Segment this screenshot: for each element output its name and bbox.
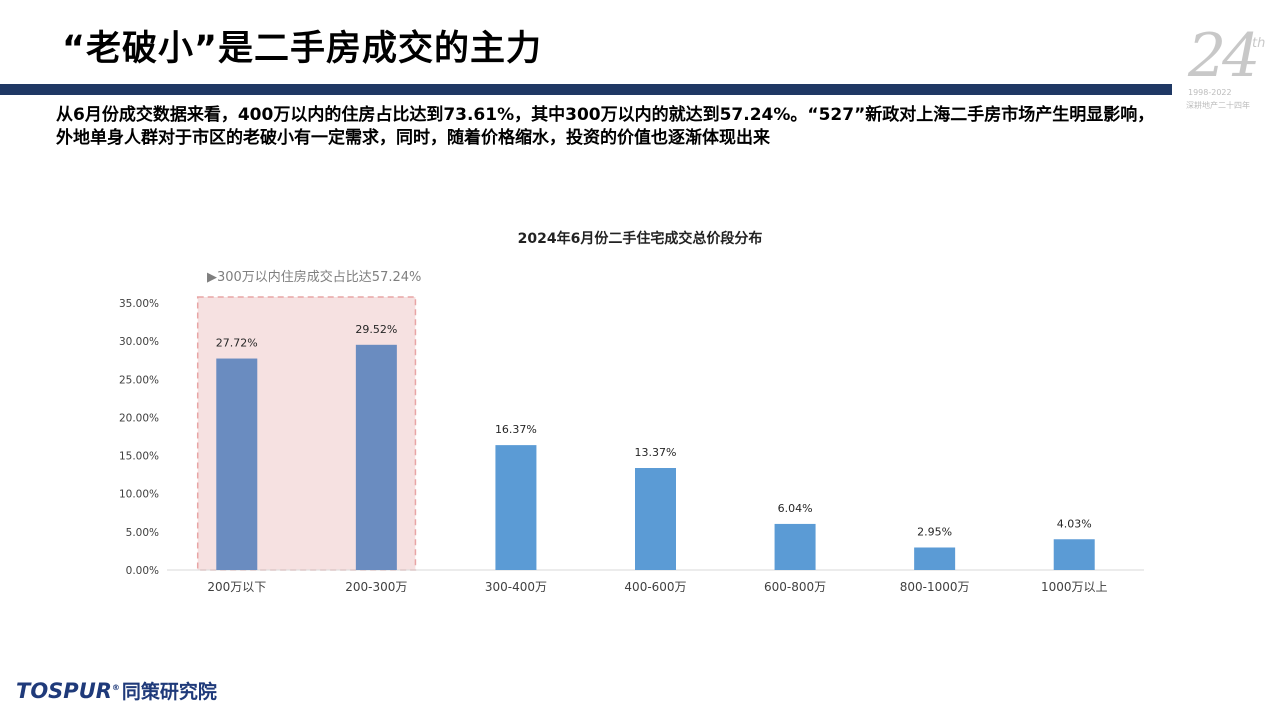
summary-text: 从6月份成交数据来看，400万以内的住房占比达到73.61%，其中300万以内的… — [56, 105, 1155, 148]
y-tick-label: 25.00% — [119, 374, 159, 386]
anniversary-logo: 24 th 1998-2022 深耕地产二十四年 — [1182, 20, 1272, 115]
y-tick-label: 30.00% — [119, 336, 159, 348]
bar — [355, 344, 397, 570]
bar — [1053, 539, 1095, 570]
header-rule — [0, 84, 1172, 95]
logo-registered-mark: ® — [111, 683, 120, 692]
y-tick-label: 0.00% — [126, 565, 159, 577]
data-label: 6.04% — [778, 502, 813, 515]
y-tick-label: 10.00% — [119, 489, 159, 501]
data-label: 2.95% — [917, 525, 952, 538]
x-tick-label: 1000万以上 — [1041, 580, 1108, 594]
y-tick-label: 5.00% — [126, 527, 159, 539]
y-tick-label: 20.00% — [119, 412, 159, 424]
anniversary-suffix: th — [1252, 36, 1266, 51]
bar — [635, 468, 676, 570]
bar — [495, 445, 537, 570]
data-label: 16.37% — [495, 423, 537, 436]
x-tick-label: 600-800万 — [764, 580, 826, 594]
chart-title: 2024年6月份二手住宅成交总价段分布 — [517, 231, 763, 247]
bar — [216, 358, 258, 570]
y-tick-label: 35.00% — [119, 298, 159, 310]
bar — [914, 547, 956, 570]
anniversary-number: 24 — [1188, 21, 1260, 91]
page-title: “老破小”是二手房成交的主力 — [62, 29, 543, 69]
anniversary-years: 1998-2022 — [1188, 88, 1232, 97]
x-tick-label: 300-400万 — [485, 580, 547, 594]
chart-annotation: ▶300万以内住房成交占比达57.24% — [207, 270, 422, 285]
y-tick-label: 15.00% — [119, 451, 159, 463]
data-label: 29.52% — [355, 323, 397, 336]
data-label: 13.37% — [635, 446, 677, 459]
logo-latin: TOSPUR — [16, 679, 112, 703]
data-label: 27.72% — [216, 337, 258, 350]
x-tick-label: 200万以下 — [207, 580, 266, 594]
data-label: 4.03% — [1057, 517, 1092, 530]
x-tick-label: 200-300万 — [345, 580, 407, 594]
bar — [774, 523, 816, 570]
x-tick-label: 800-1000万 — [900, 580, 970, 594]
x-tick-label: 400-600万 — [624, 580, 686, 594]
anniversary-subtitle: 深耕地产二十四年 — [1186, 101, 1250, 110]
tospur-logo: TOSPUR® 同策研究院 — [16, 677, 217, 704]
logo-chinese: 同策研究院 — [121, 681, 217, 703]
